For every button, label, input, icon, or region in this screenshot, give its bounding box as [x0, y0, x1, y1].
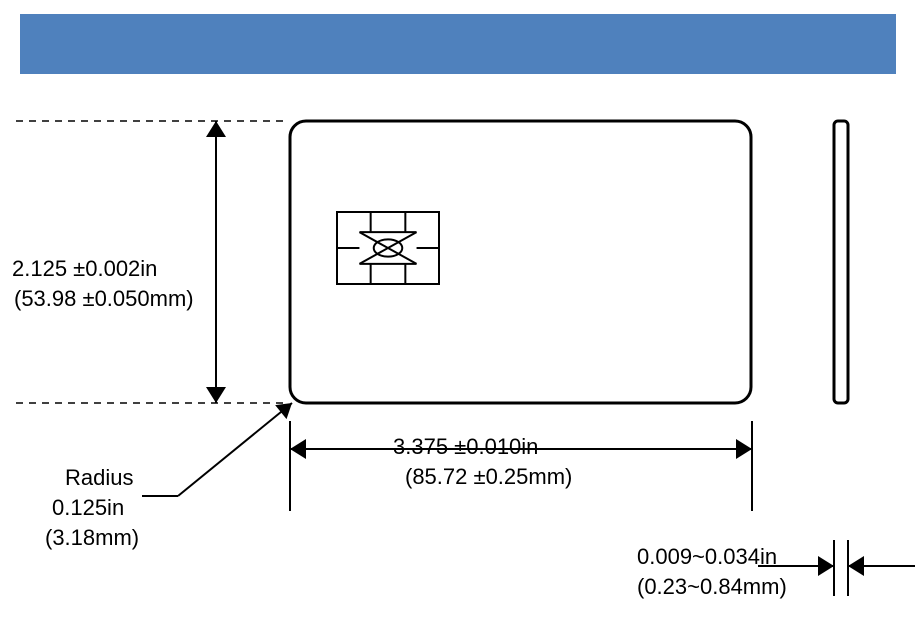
radius-label-in: 0.125in: [52, 495, 124, 521]
radius-label-lead: Radius: [65, 465, 133, 491]
height-label-in: 2.125 ±0.002in: [12, 256, 157, 282]
width-label-mm: (85.72 ±0.25mm): [405, 464, 572, 490]
width-label-in: 3.375 ±0.010in: [393, 434, 538, 460]
height-label-mm: (53.98 ±0.050mm): [14, 286, 194, 312]
thick-label-mm: (0.23~0.84mm): [637, 574, 787, 600]
thick-label-in: 0.009~0.034in: [637, 544, 777, 570]
radius-label-mm: (3.18mm): [45, 525, 139, 551]
